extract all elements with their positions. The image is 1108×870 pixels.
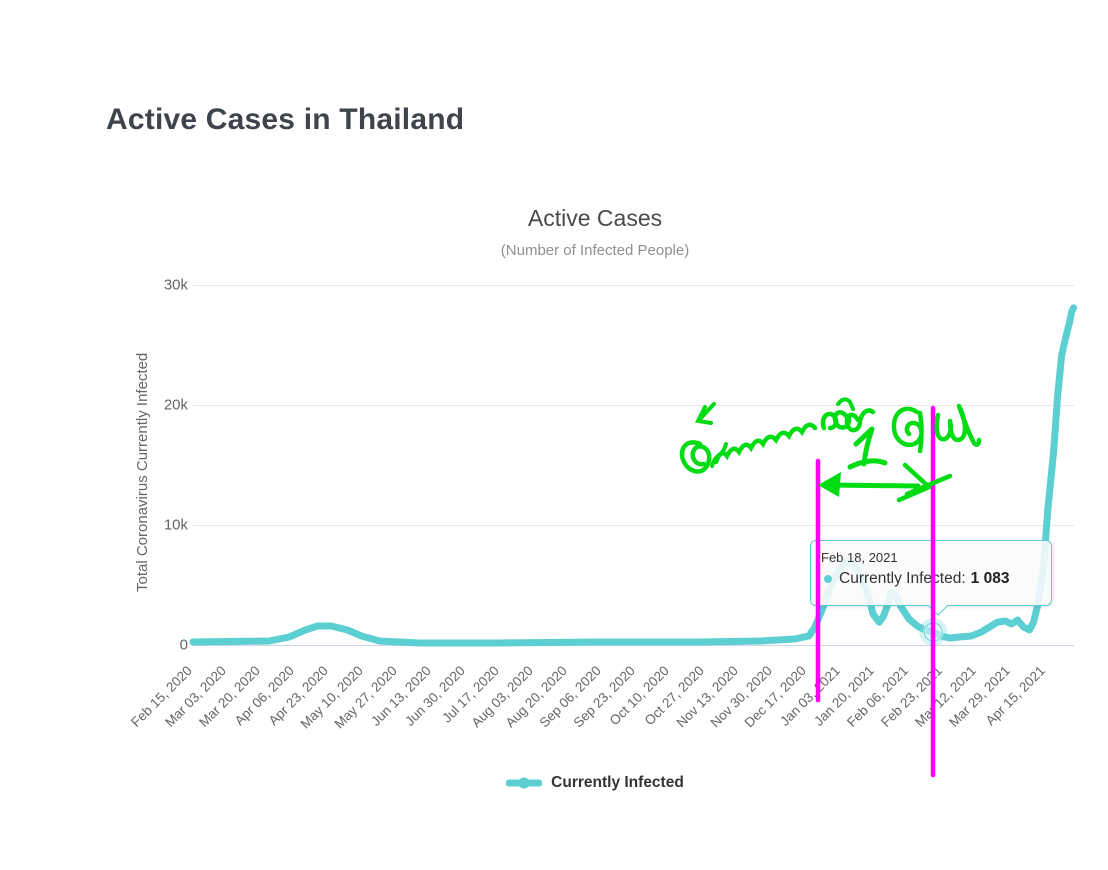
gridline-10k xyxy=(193,525,1074,526)
tooltip-series-dot-icon xyxy=(824,575,832,583)
chart-title: Active Cases xyxy=(527,205,663,231)
legend: Currently Infected xyxy=(80,774,1108,792)
page-title: Active Cases in Thailand xyxy=(106,103,465,136)
gridline-30k xyxy=(193,285,1074,286)
highlighted-point-marker[interactable] xyxy=(919,618,948,646)
tooltip-date: Feb 18, 2021 xyxy=(821,550,898,565)
tooltip-value: 1 083 xyxy=(970,570,1010,587)
y-tick-label: 30k xyxy=(163,276,188,294)
legend-marker-icon xyxy=(506,777,543,789)
chart-subtitle: (Number of Infected People) xyxy=(500,242,690,259)
y-tick-label: 20k xyxy=(163,396,188,414)
y-tick-label: 0 xyxy=(179,636,188,654)
tooltip-series-label: Currently Infected: xyxy=(839,570,966,587)
chart-tooltip: Feb 18, 2021 Currently Infected: 1 083 xyxy=(810,540,1052,616)
gridline-20k xyxy=(193,405,1074,406)
legend-item-currently-infected[interactable]: Currently Infected xyxy=(551,774,684,791)
y-tick-label: 10k xyxy=(163,516,188,534)
x-axis-line xyxy=(193,645,1074,646)
